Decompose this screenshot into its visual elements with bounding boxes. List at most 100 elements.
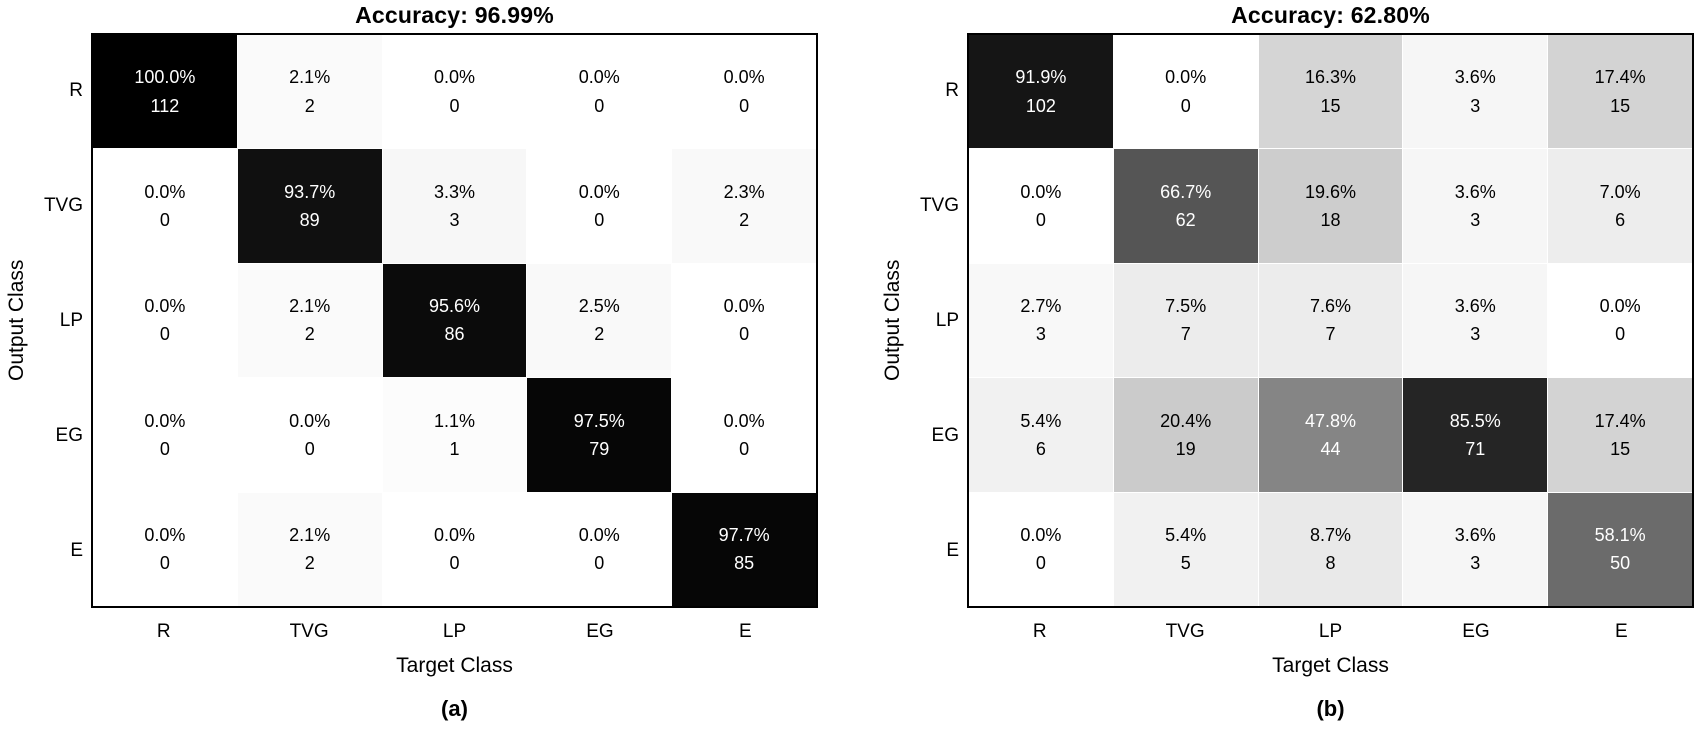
cell-count: 1 [449,438,460,459]
matrix-cell: 0.0% 0 [382,492,527,606]
confusion-matrix-panel-a: Accuracy: 96.99% Output Class R TVG LP EG E … [0,0,850,735]
cell-count: 0 [1035,553,1046,574]
cell-count: 2 [304,324,315,345]
panel-b-x-axis-label: Target Class [1272,654,1389,677]
matrix-cell: 17.4% 15 [1548,378,1692,492]
matrix-cell: 2.5% 2 [527,263,672,378]
cell-count: 15 [1320,95,1341,116]
panel-b-row-labels: R TVG LP EG E [850,33,959,608]
cell-count: 18 [1320,210,1341,231]
cell-percentage: 7.6% [1309,296,1351,317]
matrix-cell: 20.4% 19 [1113,378,1258,492]
matrix-cell: 0.0% 0 [93,492,237,606]
cell-percentage: 2.1% [289,67,331,88]
column-label: TVG [1165,621,1205,642]
cell-percentage: 0.0% [144,410,186,431]
cell-percentage: 2.7% [1020,296,1062,317]
cell-percentage: 0.0% [723,67,765,88]
matrix-cell: 0.0% 0 [382,35,527,149]
column-label: LP [1318,621,1343,642]
matrix-cell: 17.4% 15 [1548,35,1692,149]
cell-percentage: 2.3% [723,181,765,202]
matrix-cell: 16.3% 15 [1258,35,1403,149]
cell-percentage: 2.1% [289,525,331,545]
matrix-cell: 3.3% 3 [382,149,527,263]
panel-a-column-labels: R TVG LP EG E [91,620,818,644]
matrix-cell: 0.0% 0 [93,149,237,263]
cell-count: 15 [1610,438,1631,459]
matrix-cell: 97.7% 85 [672,492,816,606]
row-label: TVG [919,194,959,216]
matrix-cell: 0.0% 0 [1113,35,1258,149]
cell-percentage: 0.0% [144,525,186,545]
cell-count: 2 [304,95,315,116]
matrix-cell: 0.0% 0 [527,35,672,149]
column-label: R [156,621,171,642]
cell-percentage: 0.0% [723,296,765,317]
cell-percentage: 5.4% [1165,525,1207,545]
cell-percentage: 47.8% [1304,410,1357,431]
column-label: R [1032,621,1047,642]
cell-count: 7 [1180,324,1191,345]
cell-percentage: 0.0% [289,410,331,431]
cell-count: 0 [1615,324,1626,345]
matrix-cell: 19.6% 18 [1258,149,1403,263]
cell-percentage: 17.4% [1594,67,1646,88]
cell-count: 85 [734,553,755,574]
row-label: R [69,79,83,101]
matrix-cell: 2.1% 2 [237,492,382,606]
cell-percentage: 0.0% [578,181,620,202]
matrix-cell: 95.6% 86 [382,263,527,378]
cell-percentage: 58.1% [1594,525,1646,545]
matrix-cell: 5.4% 5 [1113,492,1258,606]
cell-count: 0 [739,95,750,116]
cell-count: 3 [449,210,460,231]
cell-percentage: 93.7% [284,181,336,202]
matrix-cell: 3.6% 3 [1403,35,1548,149]
cell-count: 0 [739,324,750,345]
matrix-cell: 0.0% 0 [672,35,816,149]
cell-count: 0 [449,95,460,116]
cell-percentage: 100.0% [134,67,196,88]
cell-percentage: 0.0% [723,410,765,431]
cell-percentage: 1.1% [433,410,475,431]
cell-percentage: 3.6% [1454,525,1496,545]
cell-count: 0 [594,553,605,574]
matrix-cell: 2.1% 2 [237,35,382,149]
matrix-cell: 0.0% 0 [93,378,237,492]
matrix-cell: 3.6% 3 [1403,263,1548,378]
cell-count: 0 [159,553,170,574]
panel-a-caption: (a) [441,696,468,721]
matrix-cell: 7.0% 6 [1548,149,1692,263]
matrix-cell: 91.9% 102 [969,35,1113,149]
cell-count: 44 [1320,438,1341,459]
matrix-cell: 3.6% 3 [1403,149,1548,263]
matrix-cell: 0.0% 0 [93,263,237,378]
cell-count: 0 [739,438,750,459]
matrix-cell: 97.5% 79 [527,378,672,492]
cell-percentage: 0.0% [144,296,186,317]
cell-count: 0 [159,210,170,231]
cell-count: 89 [299,210,320,231]
cell-count: 62 [1175,210,1196,231]
column-label: EG [586,621,614,642]
cell-percentage: 19.6% [1304,181,1357,202]
cell-percentage: 0.0% [1599,296,1641,317]
cell-count: 3 [1470,210,1481,231]
cell-percentage: 3.6% [1454,181,1496,202]
cell-count: 6 [1035,438,1046,459]
matrix-cell: 2.7% 3 [969,263,1113,378]
matrix-cell: 7.5% 7 [1113,263,1258,378]
cell-percentage: 16.3% [1304,67,1357,88]
panel-b-title: Accuracy: 62.80% [1231,2,1430,28]
cell-percentage: 7.0% [1599,181,1641,202]
matrix-cell: 2.3% 2 [672,149,816,263]
cell-count: 50 [1610,553,1631,574]
matrix-cell: 1.1% 1 [382,378,527,492]
cell-percentage: 5.4% [1020,410,1062,431]
row-label: EG [55,424,83,446]
matrix-cell: 93.7% 89 [237,149,382,263]
cell-percentage: 85.5% [1449,410,1501,431]
cell-percentage: 20.4% [1160,410,1212,431]
